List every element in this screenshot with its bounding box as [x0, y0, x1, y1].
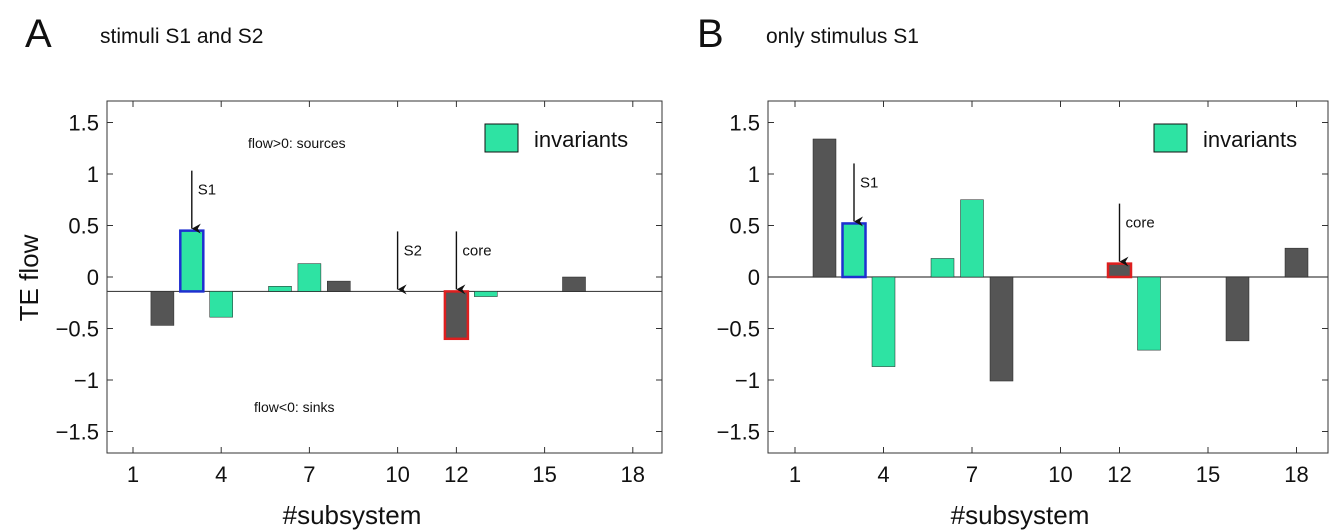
y-tick-label: 0.5 [729, 214, 760, 239]
y-tick-label: 1.5 [68, 111, 99, 136]
x-tick-label: 4 [215, 462, 227, 487]
bar [930, 258, 955, 278]
bar [1106, 262, 1133, 279]
panel-a-plot: 1.5 1 0.5 0 −0.5 −1 −1.5 1 4 7 10 12 15 18 S1 S2 core [56, 100, 663, 487]
panel-a: A stimuli S1 and S2 TE flow #subsystem 1… [14, 12, 663, 530]
x-tick-label: 1 [789, 462, 801, 487]
y-tick-label: −0.5 [56, 317, 99, 342]
bar [1137, 276, 1161, 351]
y-tick-label: −0.5 [717, 317, 760, 342]
bar [841, 222, 867, 279]
bar [327, 280, 351, 292]
bar [960, 199, 984, 278]
panel-a-legend: invariants [484, 123, 628, 153]
y-tick-label: 0.5 [68, 214, 99, 239]
annotation-label: S2 [404, 242, 422, 259]
bar [812, 138, 837, 278]
panel-b-legend: invariants [1153, 123, 1297, 153]
y-tick-label: 1 [748, 162, 760, 187]
y-tick-label: 1.5 [729, 111, 760, 136]
legend-label: invariants [534, 127, 628, 152]
bar [1284, 247, 1309, 278]
bar [150, 291, 175, 326]
bar [179, 229, 205, 293]
bar [871, 276, 896, 367]
panel-b-letter: B [697, 12, 724, 56]
x-tick-label: 15 [1196, 462, 1220, 487]
x-tick-label: 10 [1048, 462, 1072, 487]
panel-b: B only stimulus S1 #subsystem 1.5 1 0.5 0 −0… [697, 12, 1329, 530]
legend-swatch [484, 123, 519, 153]
y-tick-label: 0 [87, 265, 99, 290]
x-tick-label: 7 [966, 462, 978, 487]
bar [474, 291, 498, 297]
x-tick-label: 4 [877, 462, 889, 487]
panel-b-plot: 1.5 1 0.5 0 −0.5 −1 −1.5 1 4 7 10 12 15 18 S1 core [717, 100, 1329, 487]
sources-note: flow>0: sources [248, 135, 346, 151]
x-tick-label: 1 [127, 462, 139, 487]
x-tick-label: 18 [1284, 462, 1308, 487]
x-tick-label: 7 [303, 462, 315, 487]
annotation-label: S1 [860, 174, 878, 191]
legend-swatch [1153, 123, 1188, 153]
panel-a-ylabel: TE flow [14, 234, 44, 321]
sinks-note: flow<0: sinks [254, 399, 335, 415]
bar [443, 290, 470, 341]
bar [209, 291, 233, 318]
bar [268, 286, 292, 292]
panel-b-title: only stimulus S1 [766, 25, 919, 48]
panel-a-letter: A [25, 12, 52, 56]
bar [562, 276, 586, 292]
annotation-label: S1 [198, 182, 216, 199]
bar [1225, 276, 1250, 342]
panel-b-xlabel: #subsystem [951, 500, 1090, 530]
y-tick-label: 0 [748, 265, 760, 290]
y-tick-label: −1 [735, 368, 760, 393]
x-tick-label: 18 [621, 462, 645, 487]
annotation-label: core [462, 242, 491, 259]
annotation-label: core [1126, 215, 1155, 232]
y-tick-label: −1 [74, 368, 99, 393]
y-tick-label: 1 [87, 162, 99, 187]
x-tick-label: 15 [532, 462, 556, 487]
x-tick-label: 12 [1107, 462, 1131, 487]
y-tick-label: −1.5 [56, 420, 99, 445]
x-tick-label: 10 [385, 462, 409, 487]
panel-a-title: stimuli S1 and S2 [100, 25, 263, 48]
legend-label: invariants [1203, 127, 1297, 152]
bar [297, 263, 322, 292]
y-tick-label: −1.5 [717, 420, 760, 445]
panel-a-xlabel: #subsystem [283, 500, 422, 530]
bar [989, 276, 1014, 382]
x-tick-label: 12 [444, 462, 468, 487]
